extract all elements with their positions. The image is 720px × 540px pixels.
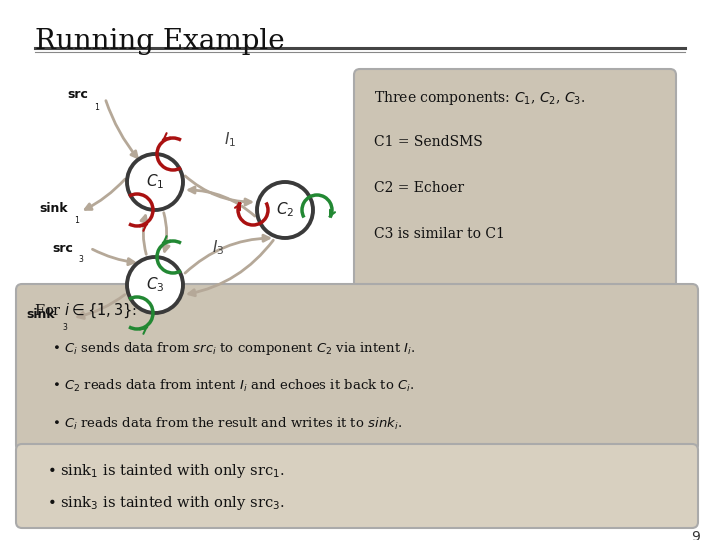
FancyArrowPatch shape	[185, 235, 269, 273]
FancyBboxPatch shape	[16, 444, 698, 528]
Text: 9: 9	[691, 530, 700, 540]
FancyArrowPatch shape	[78, 295, 125, 319]
FancyBboxPatch shape	[16, 284, 698, 451]
Text: $_3$: $_3$	[62, 322, 68, 334]
Text: • $C_i$ reads data from the result and writes it to $\mathit{sink}_i$.: • $C_i$ reads data from the result and w…	[52, 416, 402, 432]
Text: $_3$: $_3$	[78, 254, 84, 266]
FancyArrowPatch shape	[92, 249, 134, 265]
Text: • sink$_3$ is tainted with only src$_3$.: • sink$_3$ is tainted with only src$_3$.	[47, 494, 284, 512]
Text: $C_3$: $C_3$	[145, 275, 164, 294]
Text: $I_1$: $I_1$	[224, 131, 236, 150]
Text: Three components: $C_1$, $C_2$, $C_3$.: Three components: $C_1$, $C_2$, $C_3$.	[374, 89, 585, 107]
Text: $_1$: $_1$	[74, 215, 81, 227]
FancyArrowPatch shape	[141, 215, 147, 254]
FancyArrowPatch shape	[106, 100, 138, 158]
Text: $I_3$: $I_3$	[212, 239, 224, 258]
Text: Running Example: Running Example	[35, 28, 284, 55]
Text: sink: sink	[27, 308, 55, 321]
Text: $C_1$: $C_1$	[146, 173, 164, 191]
FancyArrowPatch shape	[163, 213, 169, 251]
Text: $C_2$: $C_2$	[276, 201, 294, 219]
Circle shape	[127, 257, 183, 313]
Circle shape	[257, 182, 313, 238]
FancyArrowPatch shape	[85, 179, 125, 210]
FancyArrowPatch shape	[189, 187, 255, 216]
Text: src: src	[67, 89, 88, 102]
FancyArrowPatch shape	[189, 240, 274, 296]
FancyBboxPatch shape	[354, 69, 676, 291]
Text: • sink$_1$ is tainted with only src$_1$.: • sink$_1$ is tainted with only src$_1$.	[47, 462, 284, 480]
Text: For $i \in \{1,3\}$:: For $i \in \{1,3\}$:	[34, 302, 138, 320]
Text: C3 is similar to C1: C3 is similar to C1	[374, 227, 505, 241]
Text: $_1$: $_1$	[94, 102, 100, 114]
FancyArrowPatch shape	[185, 176, 251, 205]
Circle shape	[127, 154, 183, 210]
Text: sink: sink	[40, 201, 68, 214]
Text: C2 = Echoer: C2 = Echoer	[374, 181, 464, 195]
Text: src: src	[52, 241, 73, 254]
Text: • $C_2$ reads data from intent $I_i$ and echoes it back to $C_i$.: • $C_2$ reads data from intent $I_i$ and…	[52, 378, 415, 394]
Text: • $C_i$ sends data from $\mathit{src}_i$ to component $C_2$ via intent $I_i$.: • $C_i$ sends data from $\mathit{src}_i$…	[52, 340, 415, 357]
Text: C1 = SendSMS: C1 = SendSMS	[374, 135, 482, 149]
